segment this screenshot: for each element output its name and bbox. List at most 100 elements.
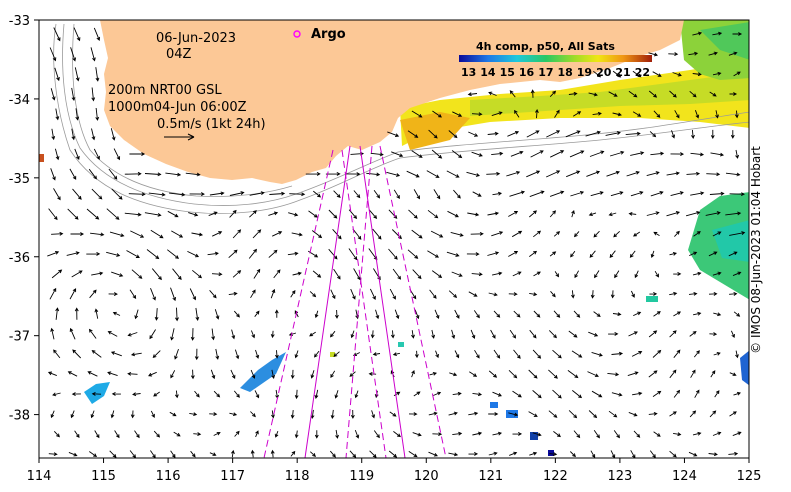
- current-arrow-icon: [93, 148, 100, 160]
- current-arrow-icon: [254, 310, 260, 317]
- current-arrow-icon: [694, 389, 700, 398]
- current-arrow-icon: [471, 272, 483, 277]
- current-arrow-icon: [70, 232, 85, 236]
- current-arrow-icon: [669, 450, 677, 458]
- current-arrow-icon: [448, 452, 459, 457]
- current-arrow-icon: [185, 172, 201, 177]
- current-arrow-icon: [70, 47, 77, 62]
- current-arrow-icon: [228, 291, 238, 296]
- current-arrow-icon: [670, 191, 684, 197]
- current-arrow-icon: [428, 451, 438, 457]
- current-arrow-icon: [468, 131, 479, 137]
- current-arrow-icon: [194, 348, 199, 361]
- current-arrow-icon: [509, 451, 518, 456]
- current-arrow-icon: [72, 349, 82, 359]
- current-arrow-icon: [549, 210, 557, 218]
- current-arrow-icon: [674, 110, 680, 119]
- current-arrow-icon: [52, 392, 61, 397]
- current-arrow-icon: [733, 311, 741, 317]
- current-arrow-icon: [250, 289, 256, 299]
- current-arrow-icon: [308, 210, 318, 218]
- current-arrow-icon: [230, 369, 236, 379]
- current-arrow-icon: [427, 209, 439, 219]
- current-arrow-icon: [709, 91, 717, 97]
- current-arrow-icon: [488, 292, 498, 297]
- current-arrow-icon: [292, 271, 302, 276]
- current-arrow-icon: [673, 432, 682, 437]
- current-arrow-icon: [565, 130, 581, 138]
- current-arrow-icon: [548, 410, 558, 418]
- current-arrow-icon: [74, 430, 80, 438]
- current-arrow-icon: [192, 269, 203, 279]
- lon-tick-label: 121: [478, 469, 503, 484]
- current-arrow-icon: [725, 211, 742, 216]
- current-arrow-icon: [669, 90, 677, 98]
- current-arrow-icon: [291, 232, 303, 237]
- current-arrow-icon: [692, 271, 702, 276]
- current-arrow-icon: [153, 430, 161, 438]
- current-arrow-icon: [528, 369, 538, 379]
- current-arrow-icon: [371, 410, 376, 419]
- lat-tick-label: -36: [9, 251, 30, 266]
- current-arrow-icon: [207, 251, 219, 256]
- current-arrow-icon: [473, 310, 480, 319]
- current-arrow-icon: [127, 371, 138, 376]
- current-arrow-icon: [373, 189, 381, 199]
- current-arrow-icon: [372, 352, 381, 357]
- current-arrow-icon: [529, 250, 538, 257]
- current-arrow-icon: [95, 107, 100, 121]
- current-arrow-icon: [628, 411, 638, 417]
- colorbar-tick-label: 20: [596, 66, 612, 79]
- current-arrow-icon: [407, 249, 419, 259]
- current-arrow-icon: [47, 251, 60, 257]
- current-arrow-icon: [712, 271, 722, 276]
- current-arrow-icon: [91, 350, 102, 358]
- current-arrow-icon: [686, 171, 701, 176]
- current-arrow-icon: [533, 271, 541, 277]
- current-arrow-icon: [55, 108, 60, 121]
- current-arrow-icon: [549, 452, 558, 457]
- current-arrow-icon: [74, 148, 80, 160]
- current-arrow-icon: [114, 430, 120, 439]
- current-arrow-icon: [590, 290, 595, 299]
- lon-tick-label: 116: [156, 469, 181, 484]
- current-arrow-icon: [488, 91, 497, 96]
- current-arrow-icon: [290, 369, 295, 380]
- current-arrow-icon: [189, 192, 205, 196]
- velocity-scale-arrow: [164, 133, 195, 141]
- current-arrow-icon: [548, 369, 558, 379]
- current-arrow-icon: [631, 351, 643, 357]
- current-arrow-icon: [729, 372, 737, 377]
- current-arrow-icon: [74, 67, 80, 82]
- current-arrow-icon: [491, 271, 503, 276]
- current-arrow-icon: [589, 150, 605, 157]
- current-arrow-icon: [51, 128, 56, 141]
- current-arrow-icon: [70, 410, 75, 419]
- current-arrow-icon: [414, 350, 419, 359]
- current-arrow-icon: [325, 172, 341, 176]
- current-arrow-icon: [190, 328, 195, 341]
- lon-tick-label: 117: [220, 469, 245, 484]
- current-arrow-icon: [252, 229, 262, 239]
- current-arrow-icon: [535, 108, 539, 119]
- current-arrow-icon: [712, 71, 722, 76]
- current-arrow-icon: [314, 310, 319, 319]
- current-arrow-icon: [106, 208, 120, 220]
- current-arrow-icon: [712, 231, 722, 237]
- current-arrow-icon: [130, 352, 142, 357]
- current-arrow-icon: [154, 308, 159, 321]
- current-arrow-icon: [311, 230, 323, 239]
- current-arrow-icon: [628, 211, 637, 216]
- current-arrow-icon: [448, 290, 458, 298]
- current-arrow-icon: [570, 190, 585, 197]
- current-arrow-icon: [552, 349, 562, 359]
- current-arrow-icon: [350, 330, 355, 339]
- current-arrow-icon: [215, 348, 220, 360]
- current-arrow-icon: [646, 211, 660, 216]
- current-arrow-icon: [353, 190, 361, 199]
- current-arrow-icon: [730, 130, 735, 139]
- current-arrow-icon: [333, 351, 340, 357]
- current-arrow-icon: [333, 190, 341, 198]
- current-arrow-icon: [71, 87, 76, 102]
- current-arrow-icon: [530, 150, 544, 158]
